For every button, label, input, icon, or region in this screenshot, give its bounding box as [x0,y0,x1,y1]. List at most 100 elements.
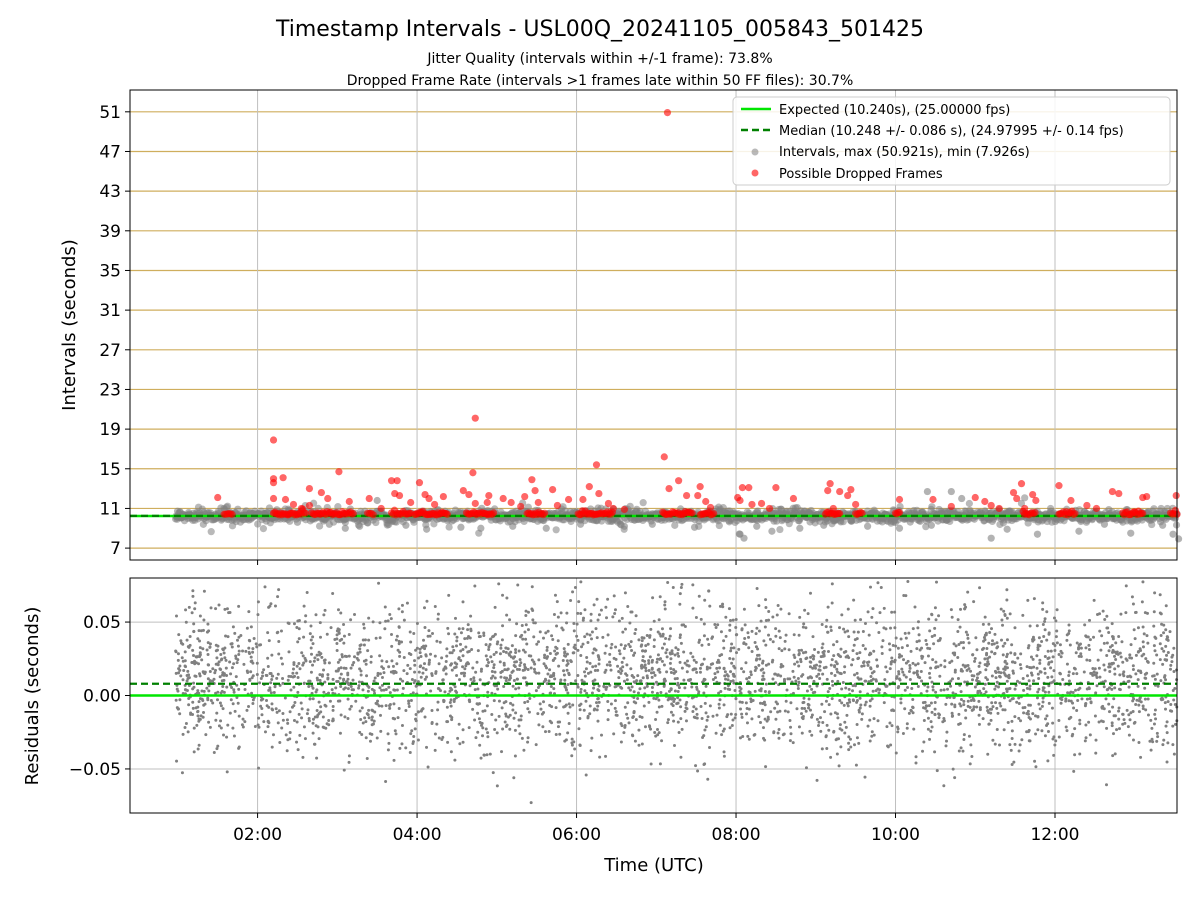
residual-point [207,720,211,724]
residual-point [665,670,669,674]
residual-point [1026,646,1030,650]
residual-point [512,663,516,667]
residual-point [563,739,567,743]
residual-point [617,649,621,653]
residual-point [335,642,339,646]
residual-point [797,725,801,729]
interval-point [753,522,761,530]
dropped-frame-point [281,495,290,504]
residual-point [811,691,815,695]
residual-point [1118,651,1122,655]
residual-point [836,679,840,683]
residual-point [678,636,682,640]
residual-point [827,703,831,707]
residual-point [623,705,627,709]
residual-point [975,705,979,709]
residual-point [866,663,870,667]
residual-point [925,689,929,693]
dropped-frame-point [895,495,904,504]
residual-point [1089,700,1093,704]
residual-point [1116,664,1120,668]
residual-point [342,623,346,627]
interval-point [423,525,431,533]
residual-point [391,664,395,668]
dropped-frame-point [1009,488,1018,497]
residual-point [633,651,637,655]
residual-point [592,686,596,690]
residual-point [848,737,852,741]
interval-point [223,502,232,510]
residual-point [579,702,583,706]
residual-point [473,688,477,692]
dropped-frame-point [305,501,314,510]
residual-point [309,624,313,628]
dropped-frame-point [521,492,529,501]
residual-point [1074,688,1078,692]
residual-point [793,656,797,660]
residual-point [900,667,904,671]
residual-point [1165,731,1169,735]
intervals-ytick-label: 43 [99,182,121,202]
residual-point [656,727,660,731]
residual-point [949,684,953,688]
residual-point [602,685,606,689]
residual-point [759,619,763,623]
dropped-frame-point [858,509,866,517]
residual-point [613,706,617,710]
dropped-frame-point [365,494,373,503]
residual-point [291,667,295,671]
residual-point [471,707,475,711]
residual-point [1037,702,1041,706]
residual-point [660,739,664,743]
residual-point [847,656,851,660]
residual-point [409,698,413,702]
residual-point [650,690,654,694]
residual-point [999,638,1003,642]
residual-point [990,674,994,678]
residual-point [680,666,684,670]
residual-point [733,666,737,670]
residual-point [622,731,626,735]
residual-point [497,582,501,586]
dropped-frame-point [534,498,542,507]
residual-point [553,593,557,597]
residual-point [229,698,233,702]
residual-point [695,712,699,716]
residual-point [930,634,934,638]
residual-point [1046,675,1050,679]
residual-point [609,702,613,706]
residual-point [868,704,872,708]
residual-point [704,711,708,715]
residual-point [1121,722,1125,726]
residual-point [280,726,284,730]
residual-point [870,734,874,738]
residual-point [677,686,681,690]
residual-point [1067,670,1071,674]
residual-point [722,754,726,758]
residual-point [877,691,881,695]
dropped-frame-point [688,509,696,517]
residual-point [928,676,932,680]
residual-point [729,670,733,674]
residual-point [286,721,290,725]
residual-point [789,701,793,705]
residual-point [1067,699,1071,703]
residual-point [513,754,517,758]
residual-point [187,703,191,707]
dropped-frame-point [324,494,332,503]
residual-point [795,707,799,711]
residual-point [379,729,383,733]
intervals-ytick-label: 39 [99,222,121,242]
interval-point [1174,535,1183,543]
residual-point [1036,690,1040,694]
residual-point [342,687,346,691]
residual-point [867,653,871,657]
interval-point [864,522,872,530]
intervals-ytick-label: 7 [110,539,121,559]
residual-point [962,699,966,703]
residual-point [910,687,914,691]
residual-point [931,685,935,689]
residual-point [627,686,631,690]
residual-point [625,673,629,677]
residual-point [829,712,833,716]
